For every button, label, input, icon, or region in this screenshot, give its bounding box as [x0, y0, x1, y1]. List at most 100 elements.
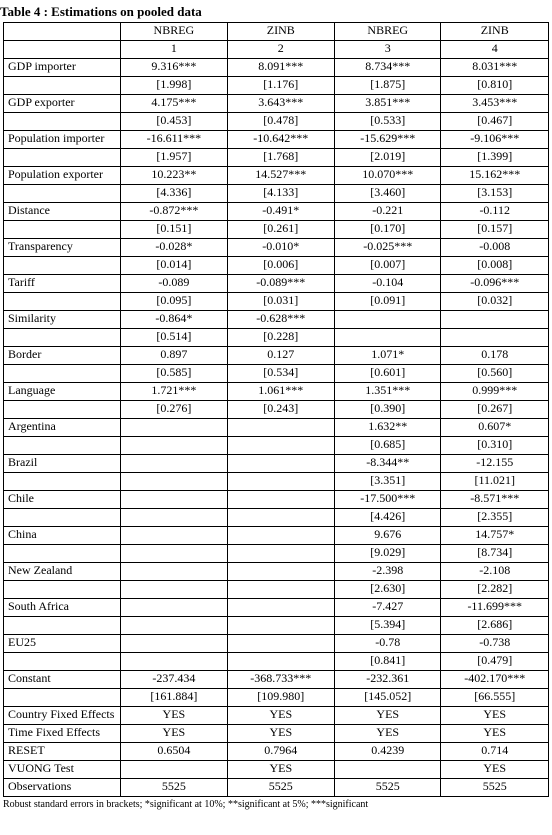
row-value	[227, 581, 335, 599]
row-value: 8.091***	[227, 59, 335, 77]
row-value: YES	[227, 725, 335, 743]
row-label: Country Fixed Effects	[4, 707, 121, 725]
table-row: GDP importer9.316***8.091***8.734***8.03…	[4, 59, 549, 77]
row-value: YES	[441, 725, 549, 743]
table-row: [0.276][0.243][0.390][0.267]	[4, 401, 549, 419]
row-value: -16.611***	[121, 131, 227, 149]
row-value: YES	[121, 725, 227, 743]
row-value: [0.008]	[441, 257, 549, 275]
row-value	[227, 491, 335, 509]
table-row: VUONG TestYESYES	[4, 761, 549, 779]
row-label	[4, 221, 121, 239]
table-row: Similarity-0.864*-0.628***	[4, 311, 549, 329]
row-value: -9.106***	[441, 131, 549, 149]
row-value: [0.534]	[227, 365, 335, 383]
row-value: [161.884]	[121, 689, 227, 707]
row-value: [0.514]	[121, 329, 227, 347]
row-value: -0.089***	[227, 275, 335, 293]
row-value	[121, 473, 227, 491]
row-value: [0.478]	[227, 113, 335, 131]
row-value	[121, 527, 227, 545]
row-value: 0.6504	[121, 743, 227, 761]
row-value: [0.685]	[335, 437, 441, 455]
row-value: [1.399]	[441, 149, 549, 167]
table-row: Brazil-8.344**-12.155	[4, 455, 549, 473]
row-value: [0.841]	[335, 653, 441, 671]
row-label: Transparency	[4, 239, 121, 257]
table-row: [0.453][0.478][0.533][0.467]	[4, 113, 549, 131]
row-label: South Africa	[4, 599, 121, 617]
row-label: VUONG Test	[4, 761, 121, 779]
row-value: 0.127	[227, 347, 335, 365]
table-row: Transparency-0.028*-0.010*-0.025***-0.00…	[4, 239, 549, 257]
row-value: [0.479]	[441, 653, 549, 671]
row-value: [66.555]	[441, 689, 549, 707]
header-model-2: ZINB	[227, 23, 335, 41]
row-value	[121, 653, 227, 671]
row-value: [0.170]	[335, 221, 441, 239]
row-label: GDP importer	[4, 59, 121, 77]
row-value: [5.394]	[335, 617, 441, 635]
row-value: [0.585]	[121, 365, 227, 383]
row-value: [0.157]	[441, 221, 549, 239]
table-title: Table 4 : Estimations on pooled data	[0, 0, 552, 22]
table-row: RESET0.65040.79640.42390.714	[4, 743, 549, 761]
header-row-models: NBREG ZINB NBREG ZINB	[4, 23, 549, 41]
row-value: 9.676	[335, 527, 441, 545]
row-label	[4, 149, 121, 167]
row-value	[121, 617, 227, 635]
row-value	[121, 491, 227, 509]
row-value: 0.4239	[335, 743, 441, 761]
row-value: YES	[121, 707, 227, 725]
row-label: Border	[4, 347, 121, 365]
row-value: 14.527***	[227, 167, 335, 185]
row-value: -2.108	[441, 563, 549, 581]
row-value: [0.601]	[335, 365, 441, 383]
row-value	[227, 599, 335, 617]
row-value: [2.355]	[441, 509, 549, 527]
row-value	[121, 581, 227, 599]
row-value: [0.032]	[441, 293, 549, 311]
table-row: Language1.721***1.061***1.351***0.999***	[4, 383, 549, 401]
row-value: -0.010*	[227, 239, 335, 257]
row-value: YES	[441, 707, 549, 725]
row-label: Population importer	[4, 131, 121, 149]
row-value	[227, 617, 335, 635]
row-value: 0.607*	[441, 419, 549, 437]
row-value	[121, 455, 227, 473]
table-row: EU25-0.78-0.738	[4, 635, 549, 653]
row-label	[4, 401, 121, 419]
row-value: 1.632**	[335, 419, 441, 437]
row-value: 5525	[227, 779, 335, 797]
row-value: 3.643***	[227, 95, 335, 113]
table-row: Time Fixed EffectsYESYESYESYES	[4, 725, 549, 743]
row-value	[441, 311, 549, 329]
row-value: [4.336]	[121, 185, 227, 203]
row-value: [3.351]	[335, 473, 441, 491]
row-value: -0.864*	[121, 311, 227, 329]
row-value: YES	[227, 707, 335, 725]
row-value: [0.390]	[335, 401, 441, 419]
table-row: Constant-237.434-368.733***-232.361-402.…	[4, 671, 549, 689]
row-value	[227, 455, 335, 473]
table-footnote: Robust standard errors in brackets; *sig…	[0, 797, 552, 810]
header-blank2	[4, 41, 121, 59]
row-label: Argentina	[4, 419, 121, 437]
table-row: China9.67614.757*	[4, 527, 549, 545]
row-value: [2.019]	[335, 149, 441, 167]
row-value: 1.071*	[335, 347, 441, 365]
row-label: Distance	[4, 203, 121, 221]
table-row: Country Fixed EffectsYESYESYESYES	[4, 707, 549, 725]
row-value	[227, 419, 335, 437]
row-label	[4, 509, 121, 527]
row-value	[227, 527, 335, 545]
table-row: GDP exporter4.175***3.643***3.851***3.45…	[4, 95, 549, 113]
row-value: YES	[335, 707, 441, 725]
row-value: -0.096***	[441, 275, 549, 293]
row-value	[441, 329, 549, 347]
row-value: [0.091]	[335, 293, 441, 311]
header-model-1: NBREG	[121, 23, 227, 41]
row-value	[227, 437, 335, 455]
row-value: -10.642***	[227, 131, 335, 149]
header-model-4: ZINB	[441, 23, 549, 41]
